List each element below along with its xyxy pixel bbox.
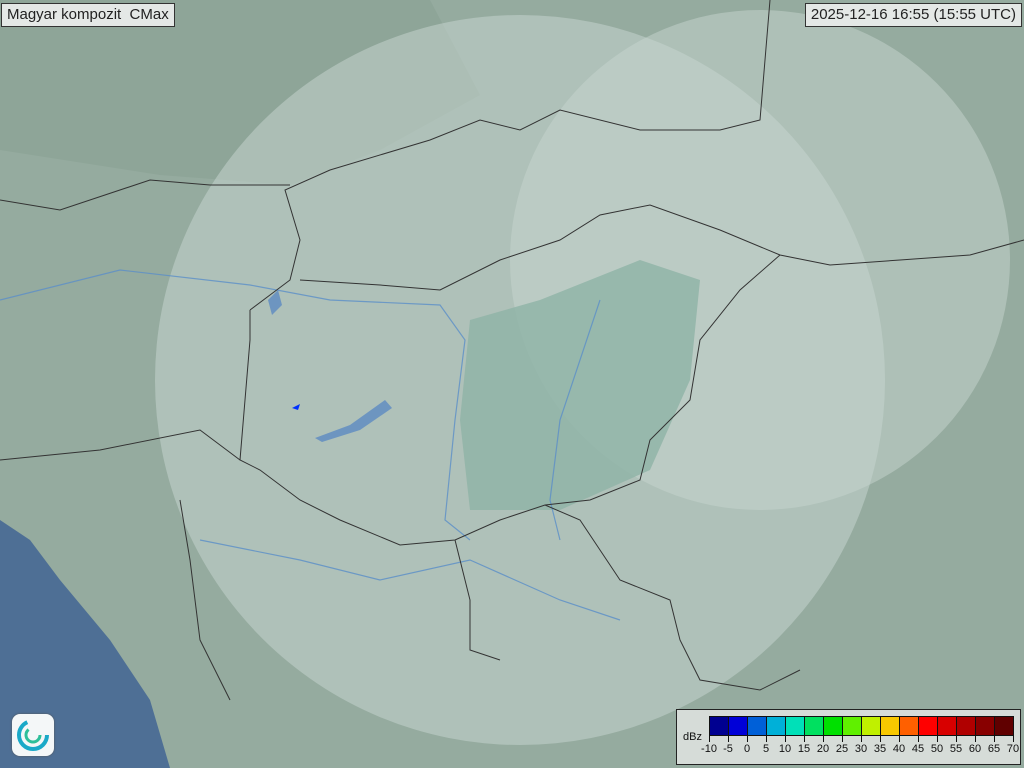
color-swatch <box>957 717 976 735</box>
tick-label: 15 <box>797 743 811 755</box>
color-swatch <box>995 717 1013 735</box>
tick-mark <box>823 736 824 742</box>
color-swatch <box>919 717 938 735</box>
tick-mark <box>861 736 862 742</box>
tick-label: 60 <box>968 743 982 755</box>
tick-label: 55 <box>949 743 963 755</box>
legend-unit: dBz <box>683 731 702 743</box>
tick-label: 25 <box>835 743 849 755</box>
tick-label: 30 <box>854 743 868 755</box>
tick-mark <box>956 736 957 742</box>
color-swatch <box>881 717 900 735</box>
tick-label: 20 <box>816 743 830 755</box>
lake-neusiedl <box>268 290 282 315</box>
color-swatch <box>938 717 957 735</box>
country-borders <box>0 0 1024 701</box>
timestamp: 2025-12-16 16:55 (15:55 UTC) <box>804 3 1022 27</box>
tick-label: 40 <box>892 743 906 755</box>
tick-mark <box>709 736 710 742</box>
color-swatch <box>862 717 881 735</box>
radar-echo <box>292 404 300 410</box>
tick-mark <box>785 736 786 742</box>
color-swatch <box>900 717 919 735</box>
dbz-legend: dBz -10 -5 0 5 10 15 20 25 30 35 40 45 50 55 60 65 70 <box>676 709 1021 765</box>
tick-label: 45 <box>911 743 925 755</box>
tick-label: -5 <box>723 743 733 755</box>
tick-label: -10 <box>701 743 717 755</box>
tick-label: 10 <box>778 743 792 755</box>
tick-label: 0 <box>743 743 751 755</box>
tick-mark <box>766 736 767 742</box>
great-plain-lowland <box>460 260 700 510</box>
color-swatch <box>824 717 843 735</box>
color-scale <box>709 716 1014 736</box>
tick-mark <box>975 736 976 742</box>
color-swatch <box>786 717 805 735</box>
tick-label: 35 <box>873 743 887 755</box>
tick-mark <box>937 736 938 742</box>
tick-mark <box>994 736 995 742</box>
color-swatch <box>843 717 862 735</box>
tick-label: 65 <box>987 743 1001 755</box>
color-swatch <box>748 717 767 735</box>
tick-label: 50 <box>930 743 944 755</box>
color-swatch <box>710 717 729 735</box>
tick-label: 70 <box>1006 743 1020 755</box>
tick-mark <box>747 736 748 742</box>
color-swatch <box>976 717 995 735</box>
tick-label: 5 <box>762 743 770 755</box>
color-swatch <box>767 717 786 735</box>
adriatic-sea <box>0 520 170 768</box>
lake-balaton <box>315 400 392 442</box>
tick-mark <box>1013 736 1014 742</box>
tick-mark <box>804 736 805 742</box>
tick-mark <box>842 736 843 742</box>
swirl-logo-icon <box>17 719 49 751</box>
tick-mark <box>880 736 881 742</box>
tick-mark <box>918 736 919 742</box>
product-title: Magyar kompozit CMax <box>1 3 175 27</box>
tick-mark <box>728 736 729 742</box>
color-swatch <box>805 717 824 735</box>
tick-mark <box>899 736 900 742</box>
color-swatch <box>729 717 748 735</box>
legend-ticks <box>709 736 1015 744</box>
met-service-logo[interactable] <box>12 714 54 756</box>
rivers <box>0 269 621 621</box>
